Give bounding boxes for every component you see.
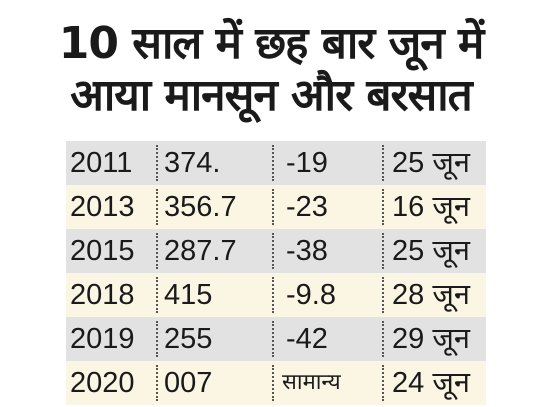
rainfall-cell: 287.7 [164, 235, 237, 267]
column-divider [272, 277, 274, 313]
column-divider [272, 189, 274, 225]
year-cell: 2013 [70, 191, 135, 223]
column-divider [156, 277, 158, 313]
rainfall-cell: 415 [164, 279, 213, 311]
year-cell: 2018 [70, 279, 135, 311]
column-divider [156, 321, 158, 357]
deviation-cell: -9.8 [286, 279, 336, 311]
table-row: 2015 287.7 -38 25 जून [66, 229, 486, 273]
table-row: 2019 255 -42 29 जून [66, 317, 486, 361]
column-divider [272, 233, 274, 269]
deviation-cell: -19 [286, 147, 328, 179]
table-row: 2020 007 सामान्य 24 जून [66, 361, 486, 405]
date-cell: 25 जून [392, 147, 470, 179]
column-divider [382, 145, 384, 181]
table-row: 2011 374. -19 25 जून [66, 141, 486, 185]
deviation-cell: -42 [286, 323, 328, 355]
column-divider [156, 145, 158, 181]
column-divider [156, 233, 158, 269]
table-row: 2018 415 -9.8 28 जून [66, 273, 486, 317]
deviation-cell: सामान्य [282, 370, 341, 395]
deviation-cell: -38 [286, 235, 328, 267]
column-divider [272, 145, 274, 181]
column-divider [382, 365, 384, 401]
year-cell: 2011 [70, 147, 133, 179]
date-cell: 16 जून [392, 191, 470, 223]
column-divider [156, 365, 158, 401]
column-divider [382, 233, 384, 269]
date-cell: 25 जून [392, 235, 470, 267]
year-cell: 2020 [70, 367, 135, 399]
headline-line-2: आया मानसून और बरसात [70, 70, 472, 121]
rainfall-cell: 007 [164, 367, 213, 399]
date-cell: 24 जून [392, 367, 470, 399]
column-divider [382, 277, 384, 313]
column-divider [272, 365, 274, 401]
rainfall-cell: 374. [164, 147, 221, 179]
date-cell: 28 जून [392, 279, 470, 311]
column-divider [382, 189, 384, 225]
date-cell: 29 जून [392, 323, 470, 355]
headline: 10 साल में छह बार जून में आया मानसून और … [0, 18, 542, 122]
column-divider [156, 189, 158, 225]
year-cell: 2019 [70, 323, 135, 355]
year-cell: 2015 [70, 235, 135, 267]
rainfall-cell: 356.7 [164, 191, 237, 223]
headline-line-1: 10 साल में छह बार जून में [58, 18, 485, 69]
rainfall-cell: 255 [164, 323, 213, 355]
deviation-cell: -23 [286, 191, 328, 223]
table-row: 2013 356.7 -23 16 जून [66, 185, 486, 229]
monsoon-table: 2011 374. -19 25 जून 2013 356.7 -23 16 ज… [66, 141, 486, 405]
column-divider [272, 321, 274, 357]
column-divider [382, 321, 384, 357]
